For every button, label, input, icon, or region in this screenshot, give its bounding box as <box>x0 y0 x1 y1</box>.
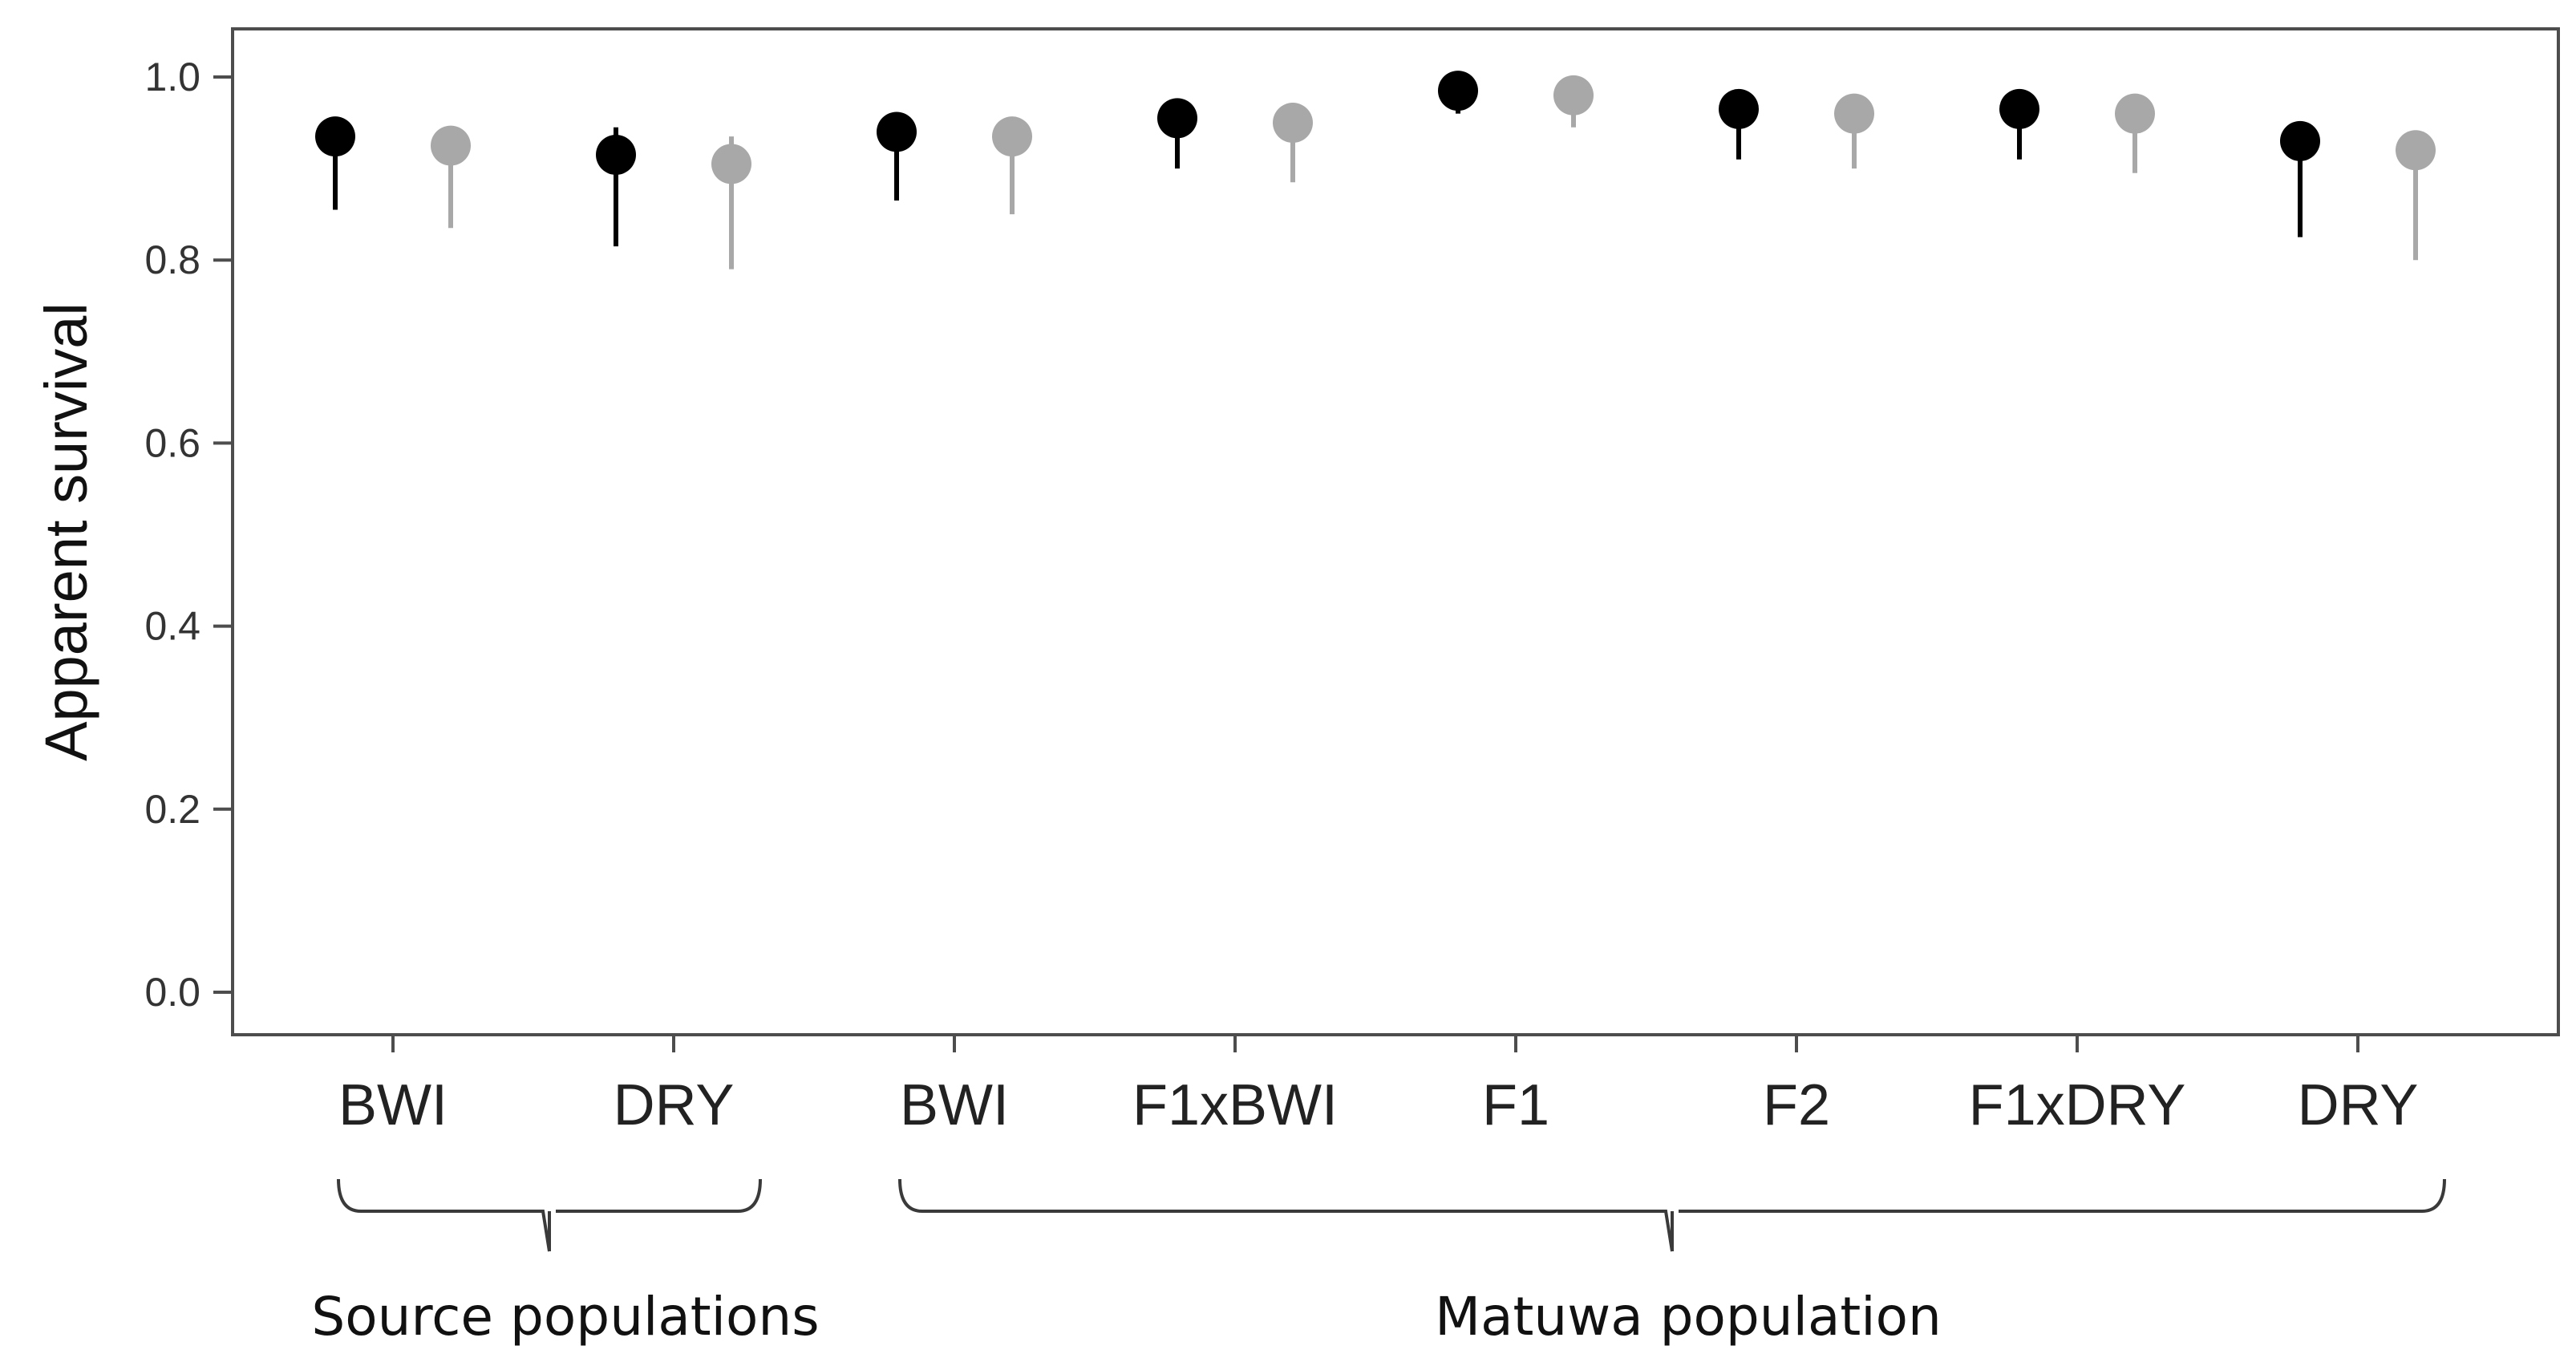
data-point <box>1834 93 1874 134</box>
series-1 <box>315 71 2320 247</box>
series-2 <box>431 75 2436 270</box>
x-tick-label: F2 <box>1763 1073 1830 1137</box>
x-tick-label: F1xBWI <box>1132 1073 1338 1137</box>
y-tick-label: 0.2 <box>144 787 200 832</box>
x-tick-label: BWI <box>900 1073 1009 1137</box>
x-tick-label: DRY <box>614 1073 735 1137</box>
data-point <box>992 116 1032 157</box>
plot-panel <box>231 27 2560 1036</box>
data-point <box>1157 98 1197 139</box>
group-label: Source populations <box>311 1286 819 1348</box>
data-point <box>1553 75 1594 116</box>
x-axis: BWI DRY BWI F1xBWI F1 F2 F1xDRY DRY <box>338 1035 2418 1137</box>
data-point <box>596 134 636 175</box>
x-tick-label: BWI <box>338 1073 448 1137</box>
data-point <box>877 111 917 152</box>
y-tick-label: 0.4 <box>144 604 200 649</box>
data-point <box>315 116 355 157</box>
group-brackets: Source populations Matuwa population <box>311 1178 2446 1348</box>
data-point <box>1438 71 1478 111</box>
group-bracket <box>337 1178 762 1252</box>
group-label: Matuwa population <box>1435 1286 1942 1348</box>
y-axis: 0.0 0.2 0.4 0.6 0.8 1.0 <box>144 55 233 1015</box>
data-point <box>1999 88 2039 129</box>
group-bracket <box>898 1178 2446 1252</box>
data-point <box>431 125 471 166</box>
data-point <box>711 144 751 184</box>
y-tick-label: 1.0 <box>144 55 200 99</box>
data-series <box>315 71 2436 270</box>
x-tick-label: F1xDRY <box>1969 1073 2186 1137</box>
x-tick-label: DRY <box>2298 1073 2419 1137</box>
y-tick-label: 0.6 <box>144 420 200 465</box>
data-point <box>2280 120 2320 161</box>
data-point <box>2115 93 2155 134</box>
y-axis-label: Apparent survival <box>33 302 99 761</box>
data-point <box>2396 130 2436 171</box>
x-tick-label: F1 <box>1482 1073 1549 1137</box>
data-point <box>1273 103 1313 144</box>
data-point <box>1719 88 1759 129</box>
y-tick-label: 0.8 <box>144 237 200 282</box>
y-tick-label: 0.0 <box>144 970 200 1015</box>
